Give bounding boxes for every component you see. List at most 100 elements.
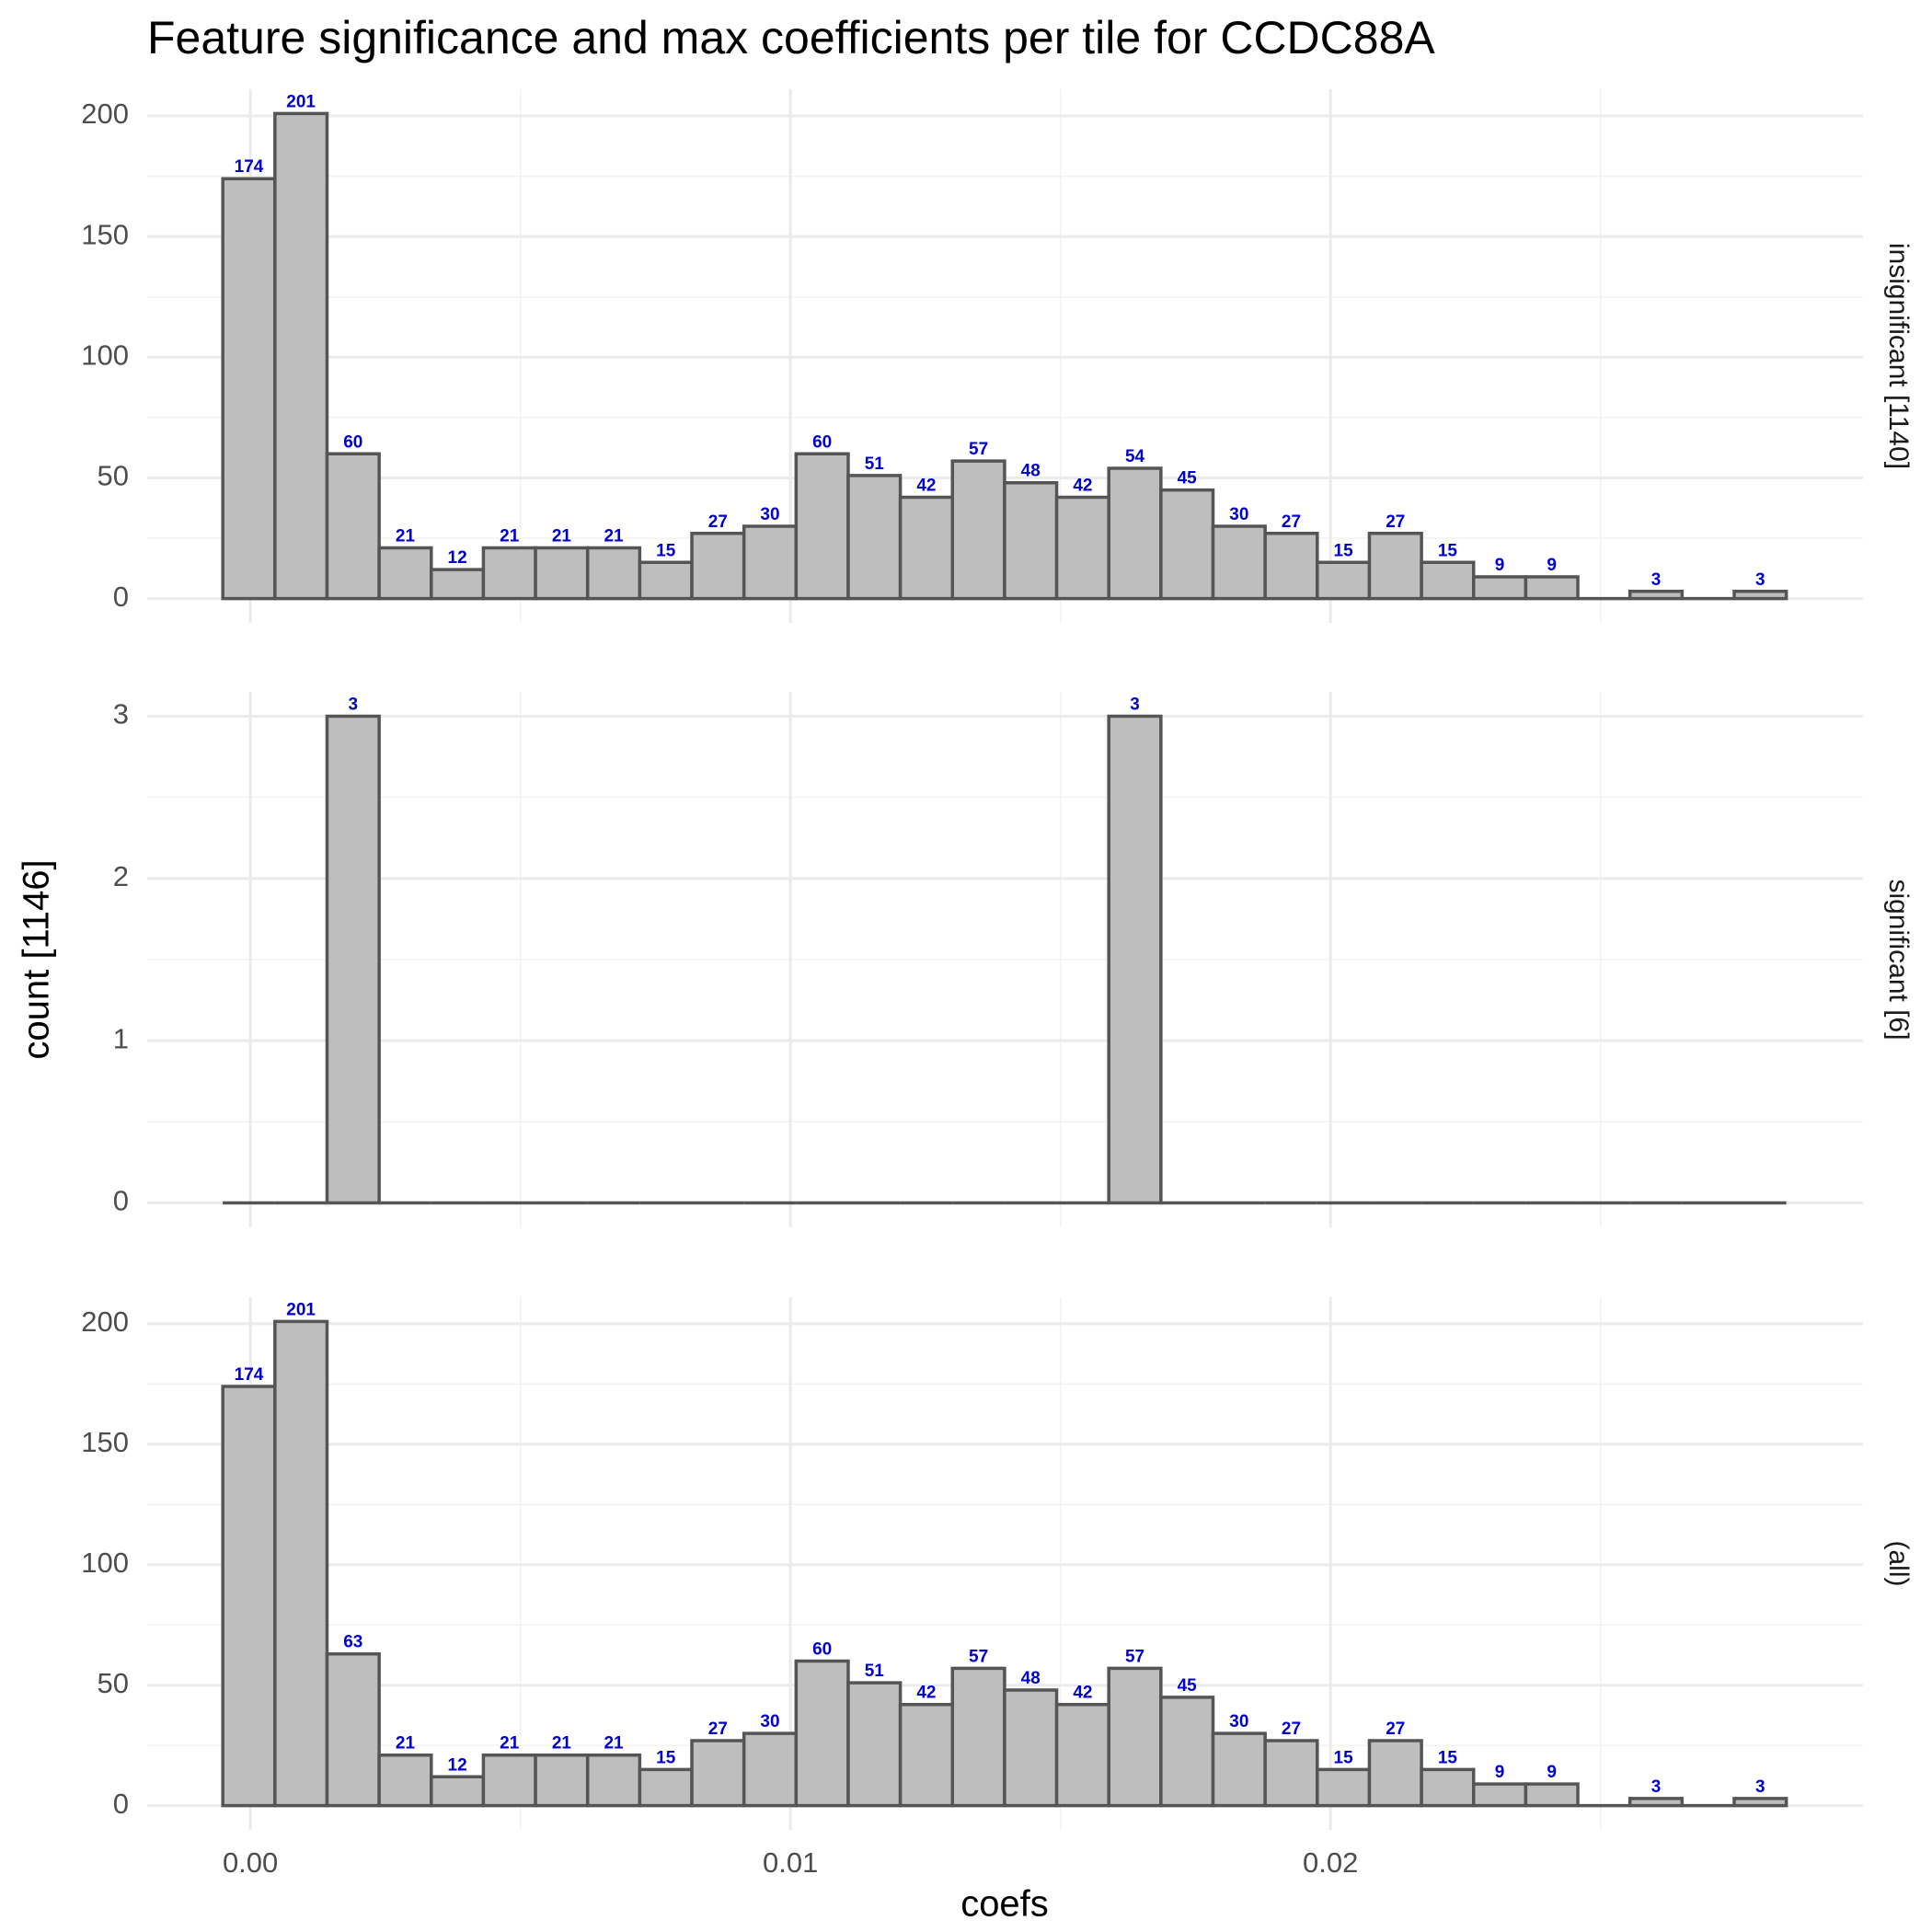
- facet-label: (all): [1883, 1541, 1914, 1587]
- value-label: 30: [1229, 505, 1248, 524]
- bar: [1420, 1767, 1476, 1808]
- bar: [430, 568, 486, 601]
- value-label: 12: [448, 1755, 467, 1775]
- value-label: 21: [396, 1734, 416, 1754]
- bar: [221, 1385, 277, 1808]
- chart-title: Feature significance and max coefficient…: [147, 12, 1435, 63]
- value-label: 21: [500, 1734, 520, 1754]
- value-label: 15: [1334, 1748, 1354, 1767]
- bar: [1627, 590, 1685, 601]
- y-tick-label: 2: [113, 860, 129, 892]
- bar: [325, 1651, 381, 1808]
- x-tick-label: 0.00: [223, 1846, 278, 1879]
- y-tick-label: 0: [113, 581, 129, 613]
- bar: [1420, 560, 1476, 601]
- y-tick-label: 0: [113, 1185, 129, 1217]
- bar: [1627, 1797, 1685, 1808]
- value-label: 15: [1438, 1748, 1458, 1767]
- bar: [1732, 590, 1788, 601]
- y-tick-label: 100: [81, 1547, 129, 1579]
- value-label: 30: [1229, 1712, 1248, 1731]
- value-label: 42: [916, 1684, 936, 1703]
- bar: [1316, 1767, 1372, 1808]
- value-label: 51: [865, 1662, 885, 1681]
- bar: [1316, 560, 1372, 601]
- bar: [585, 546, 642, 601]
- value-label: 60: [812, 1640, 832, 1660]
- bar: [638, 1767, 694, 1808]
- y-tick-label: 150: [81, 218, 129, 250]
- value-label: 3: [1755, 1777, 1765, 1797]
- y-tick-label: 100: [81, 339, 129, 371]
- value-label: 42: [916, 476, 936, 495]
- value-label: 15: [1438, 541, 1458, 560]
- y-tick-label: 0: [113, 1788, 129, 1820]
- bar: [273, 1319, 329, 1808]
- bar: [1107, 466, 1163, 601]
- value-label: 9: [1495, 556, 1505, 575]
- bar: [690, 532, 746, 601]
- value-label: 60: [812, 432, 832, 452]
- value-label: 57: [1125, 1647, 1144, 1666]
- bar: [1367, 1739, 1423, 1808]
- bar: [377, 1753, 433, 1808]
- bar: [898, 495, 955, 601]
- bar: [742, 524, 799, 601]
- value-label: 201: [286, 1300, 316, 1319]
- bar: [430, 1775, 486, 1808]
- value-label: 3: [349, 695, 359, 714]
- value-label: 21: [552, 527, 572, 546]
- bar: [742, 1731, 799, 1808]
- value-label: 15: [1334, 541, 1354, 560]
- x-axis-label: coefs: [960, 1884, 1049, 1925]
- value-label: 57: [969, 1647, 988, 1666]
- value-label: 57: [969, 440, 988, 459]
- bar: [950, 1666, 1006, 1808]
- value-label: 9: [1547, 556, 1557, 575]
- bar: [325, 714, 381, 1205]
- bar: [1107, 714, 1163, 1205]
- value-label: 51: [865, 454, 885, 474]
- bar: [690, 1739, 746, 1808]
- bar: [898, 1702, 955, 1808]
- bar: [1054, 1702, 1110, 1808]
- y-tick-label: 150: [81, 1426, 129, 1458]
- x-tick-label: 0.02: [1303, 1846, 1358, 1879]
- y-tick-label: 3: [113, 698, 129, 730]
- bar: [1263, 1739, 1319, 1808]
- value-label: 3: [1651, 570, 1662, 590]
- bar: [1524, 575, 1580, 601]
- value-label: 42: [1073, 1684, 1092, 1703]
- bar: [1211, 524, 1267, 601]
- value-label: 54: [1125, 447, 1145, 466]
- bar: [325, 452, 381, 601]
- facet-label: insignificant [1140]: [1883, 243, 1914, 469]
- bar: [846, 1681, 903, 1808]
- value-label: 30: [760, 505, 779, 524]
- value-label: 27: [1386, 1719, 1405, 1739]
- value-label: 63: [343, 1633, 362, 1652]
- value-label: 12: [448, 548, 467, 568]
- value-label: 21: [500, 527, 520, 546]
- value-label: 45: [1178, 1676, 1198, 1696]
- bar: [481, 1753, 537, 1808]
- bar: [1472, 1782, 1528, 1808]
- facet-label: significant [6]: [1883, 879, 1914, 1040]
- bar: [273, 111, 329, 601]
- value-label: 9: [1547, 1763, 1557, 1782]
- value-label: 15: [656, 541, 676, 560]
- bar: [1159, 1696, 1215, 1808]
- bar: [1263, 532, 1319, 601]
- bar: [1159, 488, 1215, 601]
- bar: [846, 474, 903, 601]
- bar: [481, 546, 537, 601]
- bar: [1732, 1797, 1788, 1808]
- bar: [1367, 532, 1423, 601]
- y-tick-label: 50: [98, 460, 129, 492]
- value-label: 174: [235, 1365, 264, 1385]
- value-label: 3: [1130, 695, 1140, 714]
- value-label: 27: [708, 512, 728, 532]
- bar: [1003, 1688, 1059, 1808]
- value-label: 48: [1021, 462, 1041, 481]
